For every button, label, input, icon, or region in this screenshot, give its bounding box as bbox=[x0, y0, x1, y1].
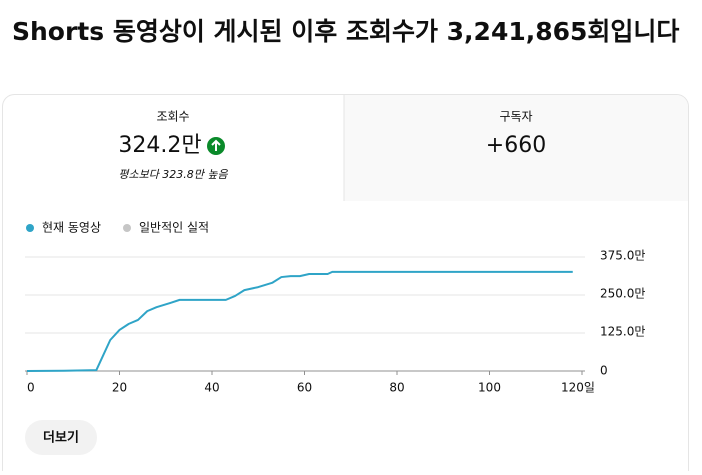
tab-note: 평소보다 323.8만 높음 bbox=[118, 168, 228, 181]
x-tick-label: 0 bbox=[27, 381, 35, 395]
tab-label: 조회수 bbox=[156, 110, 189, 124]
x-tick-label: 80 bbox=[389, 381, 404, 395]
legend-label: 현재 동영상 bbox=[42, 221, 101, 235]
x-tick-label: 120일 bbox=[561, 381, 595, 395]
legend-label: 일반적인 실적 bbox=[139, 221, 209, 235]
legend-dot bbox=[26, 224, 34, 232]
x-tick-label: 40 bbox=[204, 381, 219, 395]
legend-dot bbox=[123, 224, 131, 232]
more-button[interactable] bbox=[25, 420, 97, 455]
page-title: Shorts 동영상이 게시된 이후 조회수가 3,241,865회입니다 bbox=[12, 17, 679, 46]
x-tick-label: 20 bbox=[112, 381, 127, 395]
series-line bbox=[26, 270, 573, 372]
tab-inactive[interactable] bbox=[344, 95, 688, 201]
more-button-label: 더보기 bbox=[43, 430, 79, 446]
y-tick-label: 250.0만 bbox=[600, 287, 645, 301]
up-arrow bbox=[211, 139, 221, 151]
x-tick-label: 100 bbox=[478, 381, 501, 395]
tab-value: +660 bbox=[486, 133, 546, 158]
y-tick-label: 0 bbox=[600, 364, 608, 378]
tab-label: 구독자 bbox=[499, 110, 532, 124]
tab-value: 324.2만 bbox=[118, 133, 201, 158]
y-tick-label: 125.0만 bbox=[600, 325, 645, 339]
x-tick-label: 60 bbox=[297, 381, 312, 395]
y-tick-label: 375.0만 bbox=[600, 249, 645, 263]
